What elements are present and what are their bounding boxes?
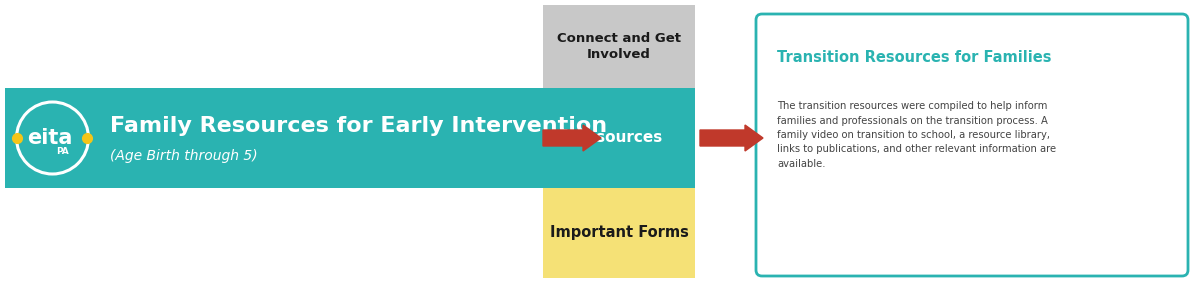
Text: (Age Birth through 5): (Age Birth through 5) <box>110 149 258 163</box>
Text: Family Resources for Early Intervention: Family Resources for Early Intervention <box>110 116 607 136</box>
FancyBboxPatch shape <box>543 5 695 88</box>
Text: Transition Resources for Families: Transition Resources for Families <box>777 50 1052 65</box>
Text: PA: PA <box>56 147 69 156</box>
Text: eita: eita <box>26 128 72 148</box>
Text: Resources: Resources <box>575 130 663 145</box>
Text: The transition resources were compiled to help inform
families and professionals: The transition resources were compiled t… <box>777 101 1056 169</box>
FancyBboxPatch shape <box>543 188 695 278</box>
FancyBboxPatch shape <box>756 14 1188 276</box>
FancyBboxPatch shape <box>543 88 695 188</box>
Text: Connect and Get
Involved: Connect and Get Involved <box>557 33 681 61</box>
Text: Important Forms: Important Forms <box>550 226 688 241</box>
FancyBboxPatch shape <box>5 88 549 188</box>
FancyBboxPatch shape <box>5 88 100 188</box>
FancyArrow shape <box>700 125 762 151</box>
FancyArrow shape <box>543 125 601 151</box>
